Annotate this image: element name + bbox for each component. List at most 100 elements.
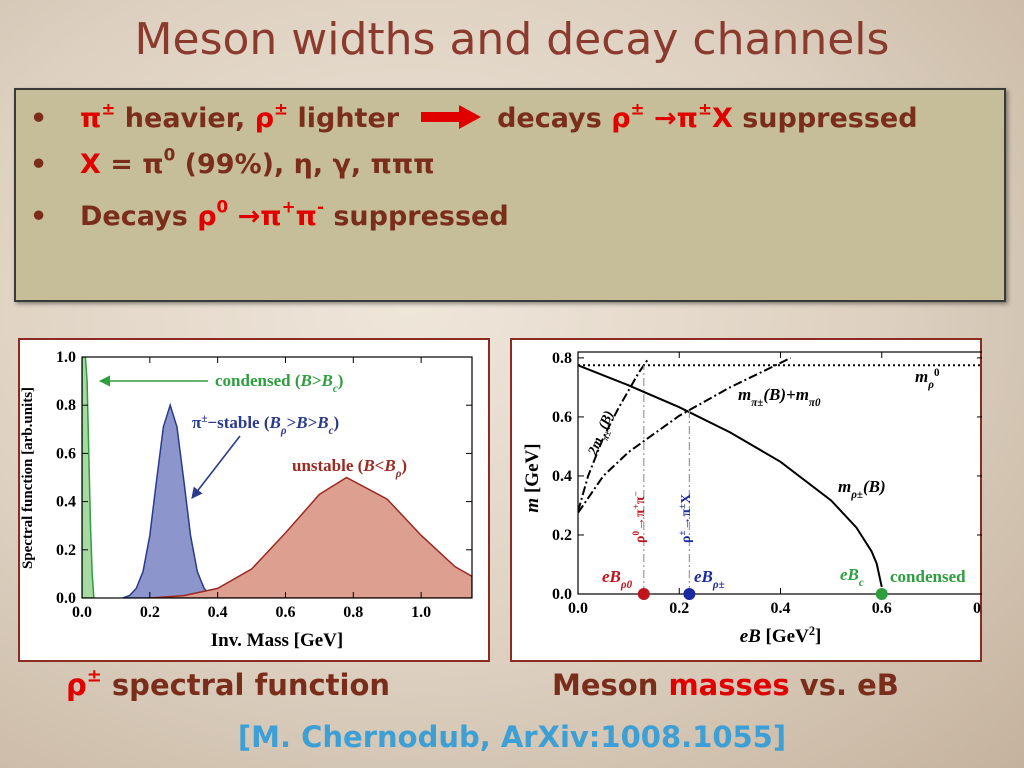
rich-label: ρ±→π±X — [677, 494, 694, 543]
text-part: ) — [334, 413, 340, 432]
plot-frame — [81, 356, 473, 599]
rich-label: π±−stable (Bρ>B>Bc) — [192, 413, 339, 437]
text-part: > — [287, 413, 297, 432]
text-part: ± — [697, 98, 712, 119]
line — [578, 357, 792, 514]
text-part: c — [329, 425, 334, 437]
bullet: Decays ρ0 →π+π- suppressed — [30, 198, 940, 234]
text-part: + — [281, 196, 296, 217]
text-part: π — [192, 413, 202, 432]
text-part: ) — [338, 371, 344, 390]
rich-label: eBρ± — [694, 567, 725, 591]
text-part: m — [738, 385, 751, 404]
text-part: spectral function — [101, 668, 391, 702]
text-part: ρ — [927, 379, 934, 391]
y-tick-label: 0.2 — [56, 542, 76, 559]
text-part: →π — [633, 509, 648, 531]
text-part: eB — [740, 626, 761, 647]
rich-label: mπ±(B)+mπ0 — [738, 385, 821, 409]
x-tick-label: 0.2 — [669, 600, 689, 617]
rich-label: 2mπ±(B) — [585, 409, 619, 460]
text-part: condensed ( — [215, 371, 301, 390]
text-part: π — [295, 201, 317, 232]
text-part: ρ — [679, 536, 694, 544]
text-part: B — [316, 413, 328, 432]
citation: [M. Chernodub, ArXiv:1008.1055] — [237, 720, 787, 754]
text-part: Meson — [552, 668, 669, 702]
text-part: ρ — [197, 201, 217, 232]
rich-label: condensed (B>Bc) — [215, 371, 343, 395]
text-part: ± — [677, 504, 687, 509]
text-part: −stable ( — [207, 413, 269, 432]
text-part: ± — [274, 98, 289, 119]
text-part: →π — [228, 201, 282, 232]
text-part: decays — [497, 103, 612, 134]
x-tick-label: 0.6 — [872, 600, 892, 617]
text-part: ) — [401, 456, 407, 475]
y-tick-label: 0.6 — [552, 409, 572, 426]
text-part: [GeV — [761, 626, 809, 647]
text-part: π — [633, 496, 648, 504]
text-part: →π — [679, 509, 694, 531]
text-part: = π — [100, 149, 164, 180]
point — [683, 588, 696, 600]
text-part: X — [679, 494, 694, 504]
y-tick-label: 1.0 — [56, 349, 76, 366]
caption: Meson masses vs. eB — [552, 668, 899, 702]
text-part: ρ — [280, 425, 287, 437]
rich-label: Inv. Mass [GeV] — [211, 630, 343, 651]
text-part: condensed — [890, 567, 966, 586]
text-part: →π — [644, 103, 698, 134]
rich-label: mρ±(B) — [838, 477, 886, 501]
rich-label: ρ0→π+π− — [631, 491, 648, 543]
area — [122, 402, 218, 598]
y-tick-label: 0.0 — [552, 586, 572, 603]
text-part: - — [316, 196, 324, 217]
text-part: eB — [840, 565, 859, 584]
area — [149, 476, 472, 598]
line — [578, 364, 883, 588]
plot-area — [82, 357, 472, 598]
chart-panel: 0.0 0.2 0.4 0.6 0.8 1.0 0.0 0.2 0.4 0.6 0.8 1.0 Inv.… — [18, 338, 490, 662]
text-part: 0 — [163, 144, 176, 165]
text-part: ± — [101, 98, 116, 119]
text-part: (B) — [596, 409, 617, 432]
chart-panel: 0.0 0.2 0.4 0.6 0.8 0.0 0.2 0.4 0.6 0.8 eB [GeV2] m… — [510, 338, 982, 662]
bullet: X = π0 (99%), η, γ, πππ — [30, 146, 940, 182]
text-part: (99%), η, γ, πππ — [175, 149, 435, 180]
y-tick-label: 0.2 — [552, 527, 572, 544]
text-part: [GeV] — [522, 443, 543, 497]
rich-label: unstable (B<Bρ) — [292, 456, 407, 480]
text-part: c — [333, 383, 338, 395]
text-part: π — [80, 103, 102, 134]
text-part: ρ — [395, 468, 402, 480]
area — [82, 357, 95, 598]
text-part: ± — [677, 531, 687, 536]
point — [875, 588, 888, 600]
arrow-icon — [421, 105, 482, 129]
text-part: m — [796, 385, 809, 404]
text-part: > — [308, 413, 318, 432]
y-tick-label: 0.8 — [552, 350, 572, 367]
text-part: m — [915, 367, 928, 386]
text-part: Decays — [80, 201, 198, 232]
x-tick-label: 0.6 — [275, 604, 295, 621]
text-part: 0 — [631, 531, 641, 536]
rich-label: eBc — [840, 565, 864, 589]
rich-label: eB [GeV2] — [740, 624, 822, 647]
text-part: eB — [602, 567, 621, 586]
text-part: X — [80, 149, 101, 180]
text-part: X — [711, 103, 733, 134]
x-tick-label: 1.0 — [411, 604, 431, 621]
text-part: π0 — [809, 397, 821, 409]
text-part: unstable ( — [292, 456, 364, 475]
x-tick-label: 0.0 — [72, 604, 92, 621]
chart: 0.0 0.2 0.4 0.6 0.8 1.0 0.0 0.2 0.4 0.6 0.8 1.0 Inv.… — [20, 349, 473, 651]
text-part: > — [312, 371, 322, 390]
rich-label: mρ0 — [915, 367, 940, 391]
text-part: ρ — [66, 668, 87, 702]
rich-label: Spectral function [arb.units] — [20, 387, 36, 569]
text-part: Inv. Mass [GeV] — [211, 630, 343, 651]
text-part: lighter — [288, 103, 400, 134]
